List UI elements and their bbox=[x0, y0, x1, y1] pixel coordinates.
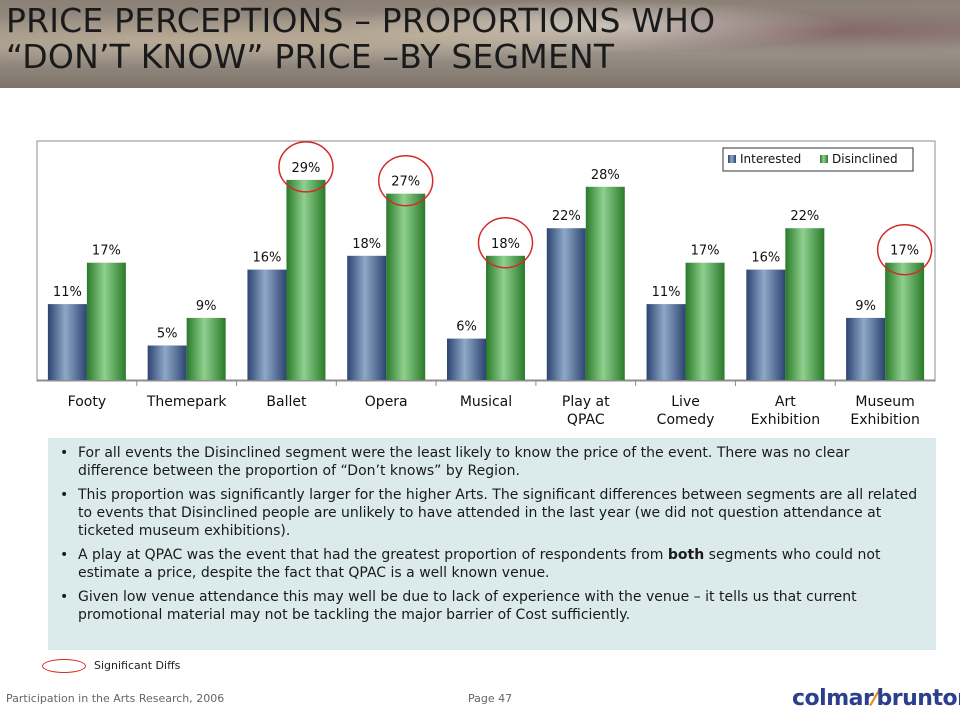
bar-disinclined bbox=[286, 179, 326, 380]
page-title-line-1: PRICE PERCEPTIONS – PROPORTIONS WHO bbox=[6, 1, 716, 40]
x-tick-label: Opera bbox=[365, 394, 408, 410]
legend-box bbox=[722, 147, 914, 172]
x-tick-label: Play at bbox=[562, 394, 610, 410]
bullet-icon: • bbox=[60, 589, 69, 605]
footer-source: Participation in the Arts Research, 2006 bbox=[6, 692, 225, 705]
bar-interested bbox=[247, 269, 287, 380]
bar-value-label: 18% bbox=[491, 237, 520, 252]
x-tick-label: Themepark bbox=[146, 394, 228, 410]
bar-disinclined bbox=[785, 228, 825, 380]
legend-swatch-interested bbox=[728, 155, 736, 163]
commentary-item: • A play at QPAC was the event that had t… bbox=[58, 546, 924, 582]
significance-ring-icon bbox=[42, 659, 86, 673]
logo-mark-icon: ⁄ bbox=[873, 686, 877, 711]
bar-disinclined bbox=[186, 317, 226, 380]
bar-value-label: 16% bbox=[252, 251, 281, 266]
logo-text-1: colmar bbox=[792, 686, 874, 711]
x-tick-label: Musical bbox=[460, 394, 512, 410]
commentary-list: • For all events the Disinclined segment … bbox=[58, 444, 924, 624]
bar-chart: Footy Themepark Ballet Opera Musical Play at Q… bbox=[0, 120, 960, 438]
significance-circle bbox=[377, 154, 434, 207]
bar-interested bbox=[846, 317, 886, 380]
value-labels: 11% 17% 5% 9% 16% 29% 18% 27% 6% 18% 22% 28% 11% 17% 1… bbox=[53, 161, 919, 342]
bar-interested bbox=[646, 304, 686, 380]
significance-circle bbox=[278, 141, 334, 193]
commentary-item: • For all events the Disinclined segment … bbox=[58, 444, 924, 480]
page-title-line-2: “DON’T KNOW” PRICE –BY SEGMENT bbox=[6, 37, 615, 76]
bar-value-label: 17% bbox=[691, 244, 720, 259]
commentary-item: • This proportion was significantly large… bbox=[58, 486, 924, 540]
significance-highlights bbox=[278, 141, 933, 276]
legend-swatch-disinclined bbox=[820, 155, 828, 163]
x-tick-label: Museum bbox=[855, 394, 914, 410]
commentary-text: A play at QPAC was the event that had th… bbox=[78, 547, 668, 563]
bar-value-label: 18% bbox=[352, 237, 381, 252]
bar-value-label: 6% bbox=[456, 320, 477, 335]
commentary-item: • Given low venue attendance this may wel… bbox=[58, 588, 924, 624]
bar-value-label: 17% bbox=[92, 244, 121, 259]
bar-value-label: 9% bbox=[855, 299, 876, 314]
bar-disinclined bbox=[585, 186, 625, 380]
bar-value-label: 9% bbox=[196, 299, 217, 314]
bar-interested bbox=[447, 338, 486, 380]
significance-circle bbox=[477, 217, 534, 269]
bar-interested bbox=[347, 255, 387, 380]
x-tick-label: Exhibition bbox=[850, 412, 920, 428]
footer-page-number: Page 47 bbox=[468, 692, 513, 705]
bar-disinclined bbox=[386, 193, 426, 380]
legend-label-interested: Interested bbox=[740, 152, 801, 166]
bar-value-label: 27% bbox=[391, 175, 420, 190]
bar-value-label: 17% bbox=[890, 244, 919, 259]
bar-disinclined bbox=[885, 262, 925, 380]
logo-text-2: brunton bbox=[876, 686, 960, 711]
x-tick-label: Exhibition bbox=[751, 412, 821, 428]
x-tick-label: Art bbox=[775, 394, 796, 410]
bullet-icon: • bbox=[60, 445, 69, 461]
bar-disinclined bbox=[86, 262, 126, 380]
chart-legend: Interested Disinclined bbox=[722, 147, 914, 172]
significance-circle bbox=[876, 223, 933, 276]
x-tick-label: Ballet bbox=[266, 394, 307, 410]
bar-disinclined bbox=[685, 262, 725, 380]
significance-legend: Significant Diffs bbox=[42, 657, 292, 677]
x-tick-label: Live bbox=[671, 394, 700, 410]
bullet-icon: • bbox=[60, 547, 69, 563]
bar-value-label: 11% bbox=[652, 285, 681, 300]
bar-interested bbox=[546, 228, 586, 380]
bar-value-label: 16% bbox=[751, 251, 780, 266]
commentary-box: • For all events the Disinclined segment … bbox=[48, 438, 936, 650]
x-axis: Footy Themepark Ballet Opera Musical Play at Q… bbox=[37, 379, 935, 428]
company-logo: colmar⁄brunton bbox=[792, 686, 960, 711]
commentary-text: For all events the Disinclined segment w… bbox=[78, 445, 850, 479]
title-banner: PRICE PERCEPTIONS – PROPORTIONS WHO “DON… bbox=[0, 0, 960, 88]
x-tick-label: QPAC bbox=[567, 412, 605, 428]
bar-value-label: 5% bbox=[157, 327, 178, 342]
bar-interested bbox=[147, 345, 187, 380]
bullet-icon: • bbox=[60, 487, 69, 503]
significance-legend-label: Significant Diffs bbox=[94, 659, 181, 672]
bar-disinclined bbox=[486, 255, 525, 380]
bars bbox=[47, 179, 925, 380]
bar-interested bbox=[47, 304, 87, 380]
bar-chart-canvas: Footy Themepark Ballet Opera Musical Play at Q… bbox=[36, 140, 936, 428]
bar-value-label: 28% bbox=[591, 168, 620, 183]
bar-interested bbox=[746, 269, 786, 380]
bar-value-label: 22% bbox=[790, 209, 819, 224]
bar-value-label: 22% bbox=[552, 209, 581, 224]
legend-label-disinclined: Disinclined bbox=[832, 152, 898, 166]
x-tick-label: Footy bbox=[68, 394, 106, 410]
x-tick-label: Comedy bbox=[657, 412, 715, 428]
commentary-text: segments who could not estimate a price,… bbox=[78, 547, 881, 581]
page-title: PRICE PERCEPTIONS – PROPORTIONS WHO “DON… bbox=[6, 3, 715, 75]
commentary-text: Given low venue attendance this may well… bbox=[78, 589, 857, 623]
bar-value-label: 29% bbox=[291, 161, 320, 176]
bar-value-label: 11% bbox=[53, 285, 82, 300]
commentary-emphasis: both bbox=[667, 547, 705, 563]
commentary-text: This proportion was significantly larger… bbox=[78, 487, 918, 539]
